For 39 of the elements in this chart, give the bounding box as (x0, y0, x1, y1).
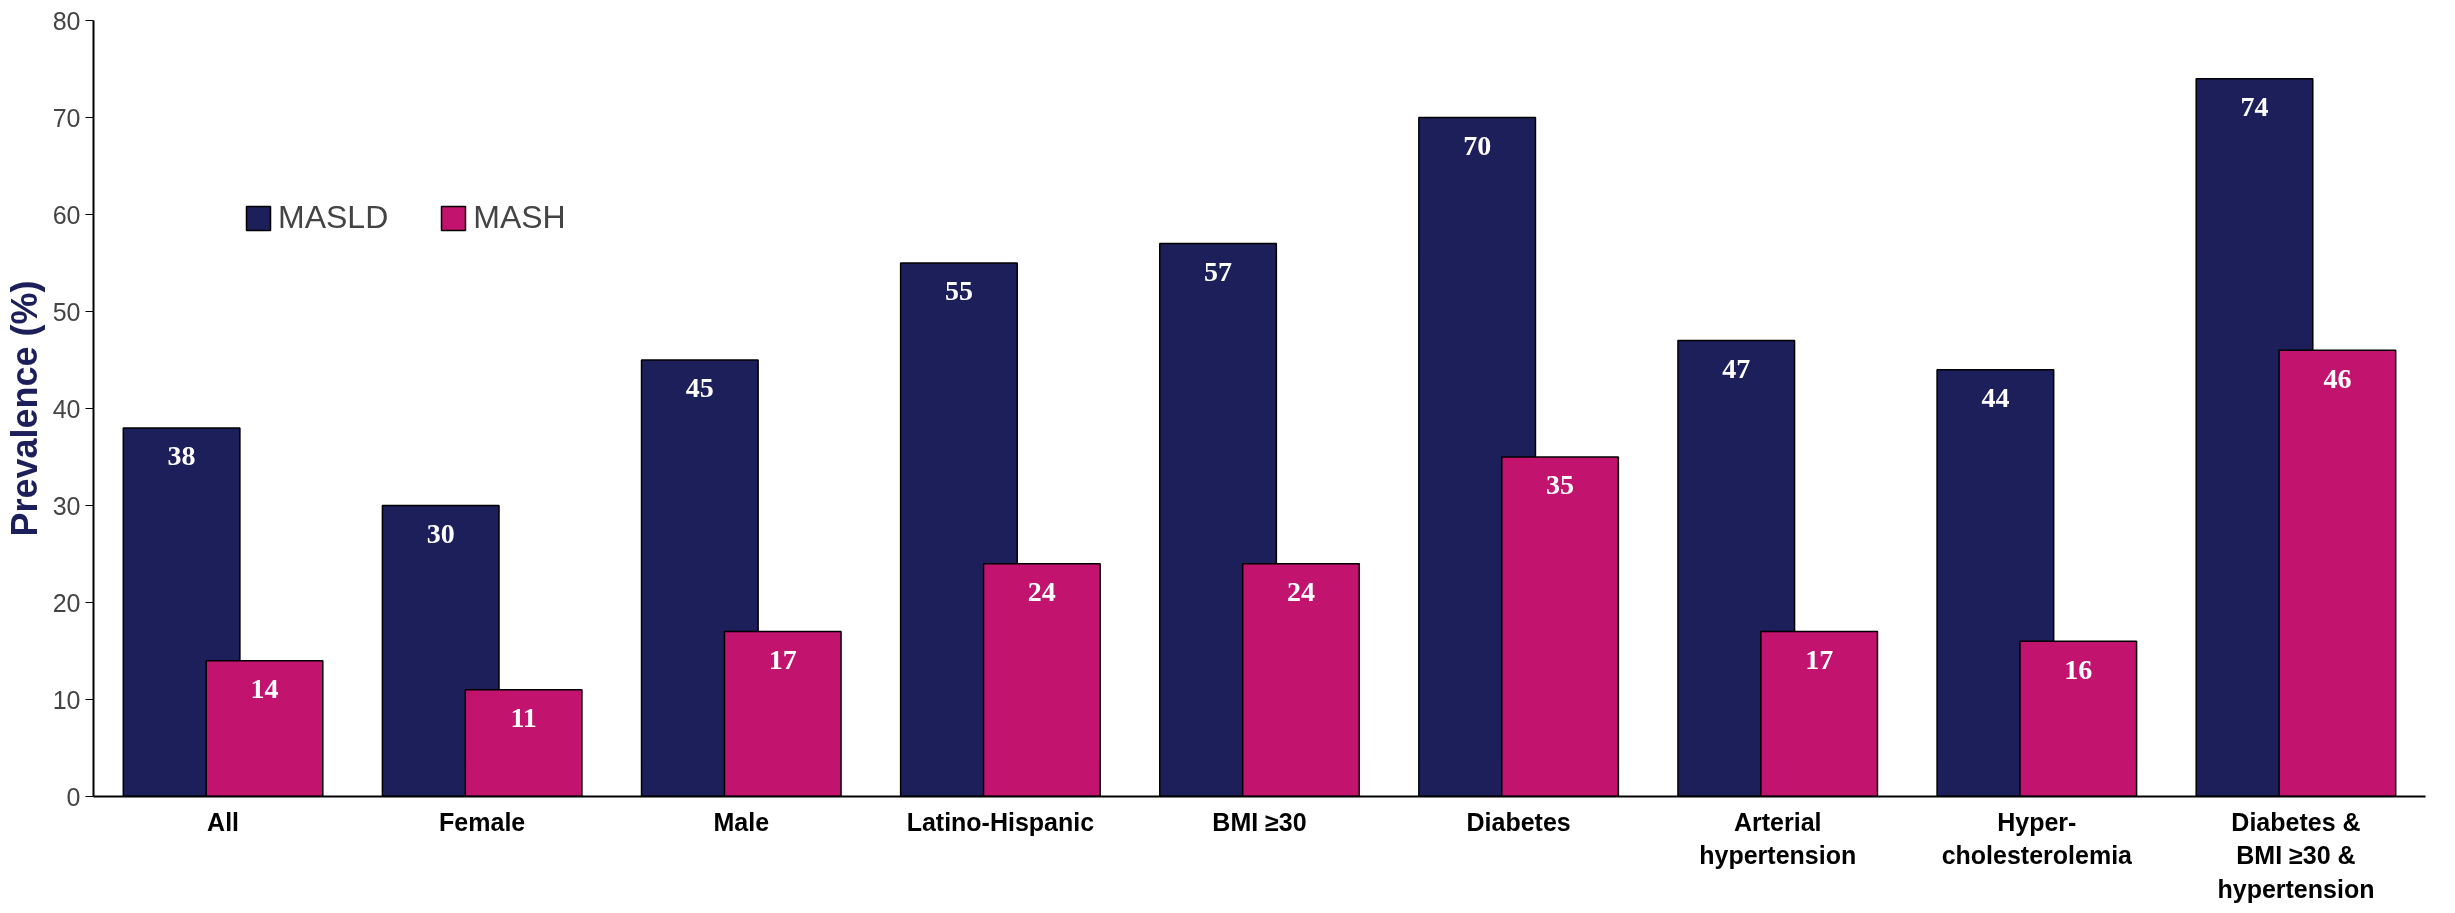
data-label: 46 (2323, 362, 2352, 394)
x-tick-label: All (207, 807, 240, 836)
data-label: 47 (1722, 353, 1751, 384)
data-label: 30 (426, 517, 455, 549)
data-label: 44 (1981, 382, 2010, 414)
y-tick-label: 40 (52, 394, 81, 423)
x-tick-label: Hyper- cholesterolemia (1941, 807, 2134, 870)
y-tick-label: 60 (52, 200, 81, 229)
y-tick-label: 30 (52, 491, 81, 520)
data-label: 70 (1463, 129, 1492, 161)
y-tick-label: 10 (52, 685, 81, 714)
x-tick-label: Latino-Hispanic (906, 807, 1095, 836)
data-label: 14 (250, 673, 279, 705)
x-tick-label: Female (439, 807, 526, 836)
data-label: 17 (768, 644, 797, 675)
legend-label: MASH (473, 199, 566, 236)
data-label: 57 (1204, 256, 1233, 287)
data-label: 17 (1805, 644, 1834, 675)
x-tick-label: Male (713, 807, 770, 836)
x-tick-label: Arterial hypertension (1699, 807, 1857, 870)
y-tick-label: 0 (66, 782, 81, 811)
data-label: 45 (685, 372, 714, 404)
data-label: 55 (944, 275, 973, 307)
y-tick-label: 50 (52, 297, 81, 326)
y-axis-title: Prevalence (%) (3, 280, 45, 537)
legend-label: MASLD (278, 199, 389, 236)
data-label: 24 (1027, 576, 1056, 608)
data-label: 16 (2064, 653, 2093, 685)
data-label: 38 (167, 440, 196, 472)
data-label: 35 (1546, 469, 1575, 501)
x-tick-label: BMI ≥30 (1212, 807, 1307, 836)
data-label: 74 (2240, 91, 2269, 123)
y-tick-label: 20 (52, 588, 81, 617)
x-tick-label: Diabetes & BMI ≥30 & hypertension (2217, 807, 2375, 903)
x-tick-label: Diabetes (1466, 807, 1571, 836)
data-label: 11 (510, 702, 537, 734)
data-label: 24 (1286, 576, 1315, 608)
y-tick-label: 70 (52, 103, 81, 132)
y-tick-label: 80 (52, 6, 81, 35)
